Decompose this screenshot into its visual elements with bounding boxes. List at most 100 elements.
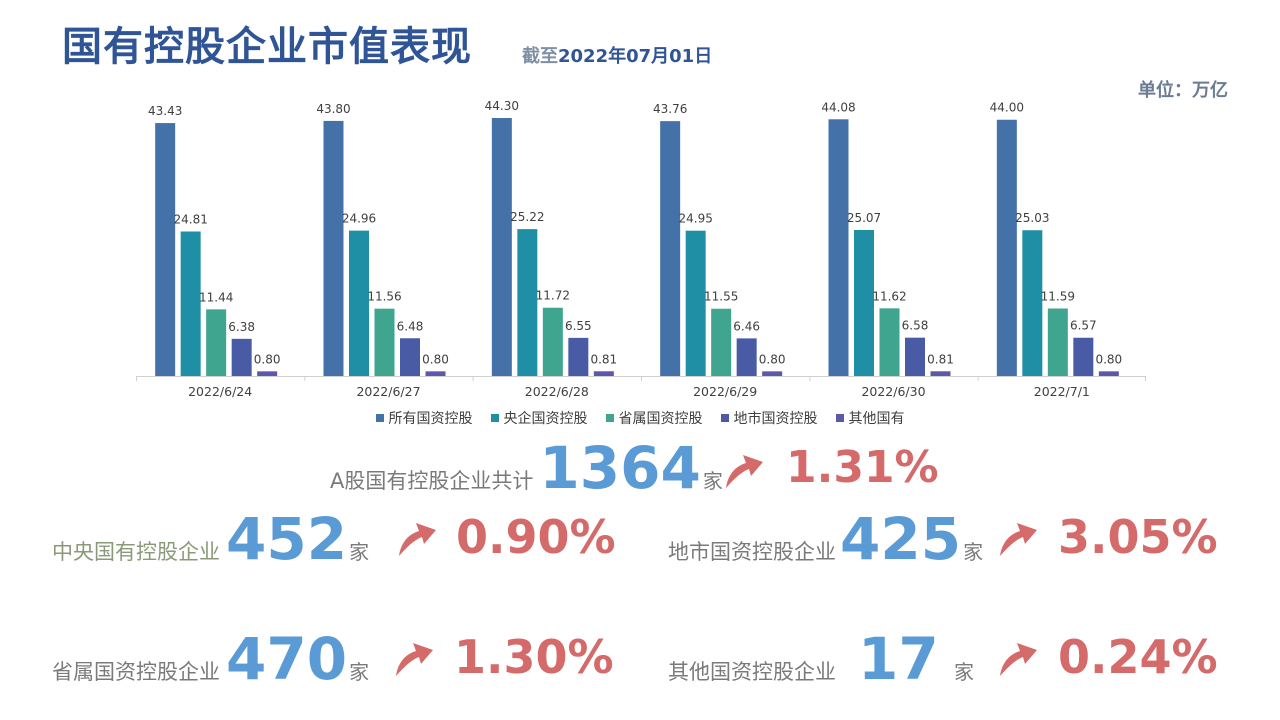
data-label: 0.81	[590, 352, 617, 366]
data-label: 11.59	[1041, 290, 1075, 304]
page-title: 国有控股企业市值表现	[62, 24, 472, 70]
x-tick-label: 2022/6/24	[188, 384, 252, 399]
data-label: 0.81	[927, 352, 954, 366]
legend-item: 省属国资控股	[605, 408, 703, 428]
up-arrow-icon	[1000, 523, 1037, 556]
bar-1-1	[349, 230, 369, 376]
stat-central: 中央国有控股企业 452 家	[52, 505, 369, 573]
x-tick-label: 2022/6/28	[525, 384, 589, 399]
data-label: 43.43	[148, 104, 182, 118]
legend-item: 其他国有	[835, 408, 905, 428]
stat-total-unit: 家	[702, 469, 723, 493]
data-label: 0.80	[759, 352, 786, 366]
bar-5-2	[1047, 308, 1068, 376]
data-label: 11.72	[536, 289, 570, 303]
data-label: 0.80	[1095, 352, 1122, 366]
legend-item: 所有国资控股	[375, 408, 473, 428]
legend-swatch	[605, 414, 614, 422]
bar-3-0	[660, 121, 681, 376]
stat-central-value: 452	[226, 505, 348, 573]
bar-2-0	[491, 118, 512, 376]
data-label: 43.80	[316, 102, 350, 116]
data-label: 24.95	[678, 212, 712, 226]
bar-1-0	[323, 120, 344, 377]
bar-0-3	[231, 338, 252, 376]
legend-item: 央企国资控股	[490, 408, 588, 428]
chart-legend: 所有国资控股 央企国资控股 省属国资控股 地市国资控股 其他国有	[0, 408, 1280, 428]
stat-city-unit: 家	[963, 540, 984, 564]
legend-swatch	[835, 414, 844, 422]
data-label: 44.30	[485, 99, 519, 113]
legend-swatch	[490, 414, 499, 422]
bar-2-3	[568, 337, 589, 376]
stat-total: A股国有控股企业共计 1364 家	[330, 434, 723, 502]
stat-city-label: 地市国资控股企业	[668, 540, 836, 564]
bar-0-0	[155, 123, 176, 376]
data-label: 24.96	[342, 212, 376, 226]
stat-total-label: A股国有控股企业共计	[330, 469, 534, 493]
unit-label: 单位：万亿	[1138, 80, 1228, 101]
bar-4-2	[879, 308, 900, 376]
bar-4-0	[828, 119, 849, 377]
bar-5-4	[1098, 371, 1119, 376]
legend-label: 地市国资控股	[733, 411, 818, 427]
bar-2-1	[517, 229, 538, 376]
data-label: 11.55	[704, 290, 738, 304]
x-tick-label: 2022/7/1	[1034, 384, 1090, 399]
stat-provincial: 省属国资控股企业 470 家	[52, 625, 369, 693]
data-label: 24.81	[173, 213, 207, 227]
stat-provincial-value: 470	[226, 625, 348, 693]
data-label: 6.57	[1070, 319, 1097, 333]
data-label: 6.38	[228, 320, 255, 334]
bar-4-4	[930, 371, 951, 376]
stat-total-pct: 1.31%	[786, 442, 939, 493]
data-label: 0.80	[254, 352, 281, 366]
bar-3-4	[762, 371, 783, 376]
bar-1-3	[400, 338, 420, 376]
as-of-date: 截至2022年07月01日	[522, 42, 712, 68]
bar-0-1	[180, 231, 201, 376]
data-label: 6.46	[733, 319, 760, 333]
as-of-prefix: 截至	[522, 46, 558, 67]
up-arrow-icon	[1000, 643, 1037, 676]
stat-provincial-label: 省属国资控股企业	[52, 660, 220, 684]
stat-total-value: 1364	[539, 434, 701, 502]
up-arrow-icon	[399, 523, 436, 556]
stat-other-label: 其他国资控股企业	[668, 660, 836, 684]
data-label: 11.56	[367, 290, 401, 304]
data-label: 25.22	[510, 210, 544, 224]
x-tick-label: 2022/6/30	[861, 384, 925, 399]
stat-central-unit: 家	[349, 540, 370, 564]
legend-label: 央企国资控股	[503, 411, 588, 427]
as-of-value: 2022年07月01日	[558, 46, 713, 67]
data-label: 6.48	[397, 319, 424, 333]
stat-provincial-unit: 家	[349, 660, 370, 684]
x-tick-label: 2022/6/27	[356, 384, 420, 399]
stat-provincial-pct: 1.30%	[454, 630, 614, 684]
stat-central-label: 中央国有控股企业	[52, 540, 220, 564]
bar-4-1	[854, 229, 874, 376]
stat-other-value: 17	[858, 625, 939, 693]
bar-5-1	[1022, 230, 1043, 376]
bar-3-1	[685, 230, 706, 376]
data-label: 25.07	[847, 211, 881, 225]
up-arrow-icon	[726, 455, 763, 488]
x-tick-label: 2022/6/29	[693, 384, 757, 399]
bar-3-2	[711, 308, 732, 376]
bar-0-4	[257, 371, 278, 376]
bar-4-3	[905, 337, 925, 376]
data-label: 43.76	[653, 102, 687, 116]
data-label: 6.58	[902, 319, 929, 333]
bar-1-2	[374, 308, 395, 376]
data-label: 44.08	[821, 100, 855, 114]
data-label: 6.55	[565, 319, 592, 333]
data-label: 25.03	[1015, 211, 1049, 225]
data-label: 44.00	[990, 101, 1024, 115]
stat-city-value: 425	[840, 505, 962, 573]
legend-label: 所有国资控股	[388, 411, 473, 427]
bar-1-4	[425, 371, 446, 376]
bar-3-3	[736, 338, 757, 376]
stat-other-pct: 0.24%	[1058, 630, 1218, 684]
bar-chart: 43.43 24.81 11.44 6.38 0.80 2022/6/24 43.80 24.…	[136, 99, 1146, 399]
bar-0-2	[206, 309, 227, 376]
